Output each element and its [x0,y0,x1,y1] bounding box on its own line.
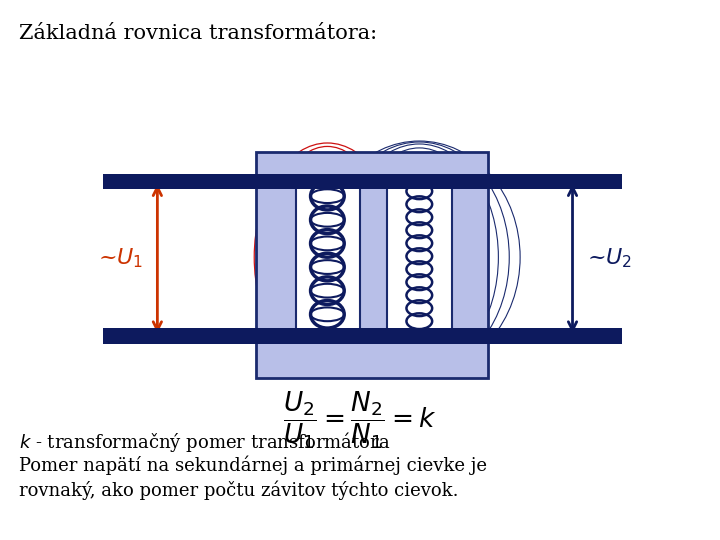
Text: ~$U_1$: ~$U_1$ [98,247,143,271]
Text: ~$U_2$: ~$U_2$ [588,247,632,271]
Bar [296,179,360,334]
Bar [387,179,452,334]
Bar [103,173,622,189]
Text: Pomer napätí na sekundárnej a primárnej cievke je: Pomer napätí na sekundárnej a primárnej … [19,455,487,475]
Text: $\dfrac{U_2}{U_1} = \dfrac{N_2}{N_1} = k$: $\dfrac{U_2}{U_1} = \dfrac{N_2}{N_1} = k… [283,390,437,451]
Text: Základná rovnica transformátora:: Základná rovnica transformátora: [19,24,377,43]
Bar [256,152,488,379]
Text: rovnaký, ako pomer počtu závitov týchto cievok.: rovnaký, ako pomer počtu závitov týchto … [19,481,459,500]
Bar [103,328,622,344]
Text: $k$ - transformačný pomer transformátora: $k$ - transformačný pomer transformátora [19,429,390,454]
